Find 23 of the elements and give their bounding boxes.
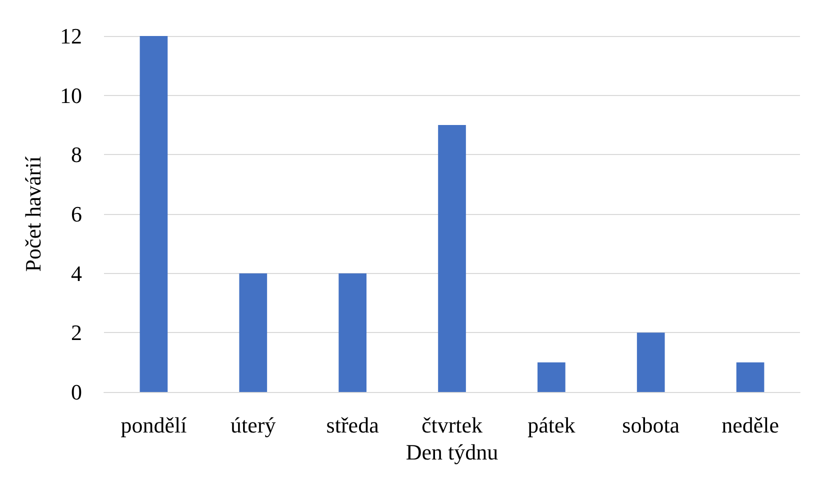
y-tick-label: 12 xyxy=(60,24,82,48)
y-tick-label: 10 xyxy=(60,82,82,108)
y-tick-label: 6 xyxy=(71,202,82,226)
x-tick-label: pondělí xyxy=(120,412,187,438)
bar xyxy=(538,362,566,392)
x-tick-label: sobota xyxy=(622,412,680,438)
bar xyxy=(239,273,268,392)
bar xyxy=(140,36,168,392)
y-axis-title: Počet havárií xyxy=(20,156,46,272)
bar xyxy=(438,125,466,392)
x-tick-label: neděle xyxy=(722,412,779,438)
bar xyxy=(636,332,665,392)
x-axis-title: Den týdnu xyxy=(406,439,498,464)
x-tick-label: čtvrtek xyxy=(421,412,483,438)
y-tick-label: 8 xyxy=(71,142,82,168)
y-tick-label: 2 xyxy=(71,320,82,346)
bar xyxy=(338,273,366,392)
x-tick-label: úterý xyxy=(230,412,276,438)
y-tick-label: 0 xyxy=(71,380,82,404)
y-tick-label: 4 xyxy=(71,260,82,286)
x-tick-label: pátek xyxy=(528,412,576,438)
x-tick-label: středa xyxy=(326,412,380,438)
bar xyxy=(736,362,764,392)
